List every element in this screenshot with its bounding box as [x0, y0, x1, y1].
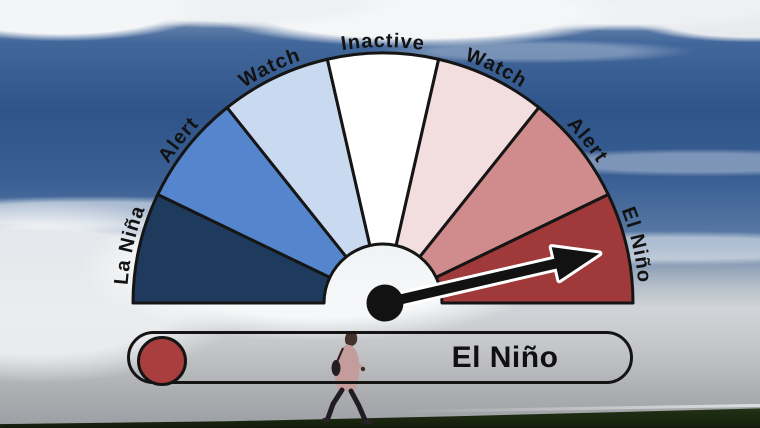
- status-indicator-dot: [137, 336, 187, 386]
- person-hair: [344, 331, 358, 346]
- person-hand: [360, 366, 366, 372]
- person-bag: [331, 360, 341, 376]
- person-coat: [334, 345, 360, 391]
- gauge-segment: [418, 106, 610, 279]
- person-back-leg: [325, 387, 345, 421]
- person-arm: [347, 354, 363, 370]
- person-bag-strap: [336, 347, 344, 363]
- status-bar: El Niño: [127, 331, 633, 386]
- gauge-segment: [325, 51, 441, 247]
- gauge-segment-label: Inactive: [339, 30, 426, 55]
- gauge-needle: [380, 244, 603, 311]
- status-label: El Niño: [451, 341, 559, 374]
- gauge-segment: [156, 106, 348, 279]
- gauge-segment: [225, 57, 372, 259]
- walking-person: [322, 331, 373, 425]
- gauge-needle-hub: [366, 284, 404, 322]
- gauge-segment: [394, 57, 541, 259]
- gauge-segment: [131, 193, 332, 305]
- person-front-leg: [348, 388, 368, 423]
- person-back-foot: [322, 417, 330, 423]
- person-front-foot: [363, 419, 373, 425]
